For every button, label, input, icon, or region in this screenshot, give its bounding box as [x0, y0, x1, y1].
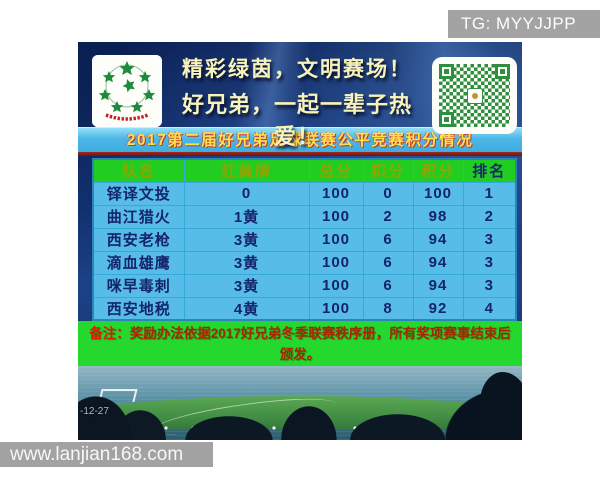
cell-rank: 4: [462, 296, 517, 321]
telegram-watermark: TG: MYYJJPP: [448, 10, 600, 38]
cell-total: 100: [308, 296, 364, 321]
cell-points: 94: [412, 227, 464, 252]
fan-silhouette: [480, 372, 522, 440]
cell-cards: 1黄: [183, 204, 310, 229]
cell-deduction: 0: [362, 181, 414, 206]
table-row: 西安老枪 3黄 100 6 94 3: [92, 227, 517, 252]
stadium-photo-strip: -12-27: [78, 366, 522, 440]
header-deduction: 扣分: [362, 158, 414, 183]
table-row: 滴血雄鹰 3黄 100 6 94 3: [92, 250, 517, 275]
cell-deduction: 2: [362, 204, 414, 229]
qr-finder-icon: [439, 64, 454, 79]
cell-team: 咪早毒刺: [92, 273, 185, 298]
note-text: 奖励办法依据2017好兄弟冬季联赛秩序册，所有奖项赛事结束后颁发。: [129, 326, 511, 362]
photo-date-fragment: -12-27: [80, 406, 109, 417]
cell-cards: 3黄: [183, 250, 310, 275]
website-watermark: www.lanjian168.com: [0, 442, 213, 467]
cell-points: 100: [412, 181, 464, 206]
poster-banner: 精彩绿茵，文明赛场！ 好兄弟，一起一辈子热爱！: [78, 42, 522, 149]
cell-rank: 3: [462, 250, 517, 275]
cell-rank: 2: [462, 204, 517, 229]
cell-total: 100: [308, 227, 364, 252]
qr-center-logo-icon: [466, 87, 483, 104]
header-team: 队名: [92, 158, 185, 183]
light-streak: [228, 42, 318, 127]
divider-strip: [78, 152, 522, 156]
qr-finder-icon: [495, 64, 510, 79]
cell-points: 98: [412, 204, 464, 229]
cell-points: 94: [412, 273, 464, 298]
crowd-silhouette: [78, 394, 522, 440]
cell-team: 铎译文投: [92, 181, 185, 206]
starball-icon: [92, 55, 162, 127]
league-poster-photo: 精彩绿茵，文明赛场！ 好兄弟，一起一辈子热爱！ 2017第二届好兄弟足球联赛公平…: [78, 42, 522, 440]
cell-points: 92: [412, 296, 464, 321]
cell-rank: 1: [462, 181, 517, 206]
cell-rank: 3: [462, 227, 517, 252]
note-prefix: 备注：: [89, 326, 130, 341]
header-cards: 红黄牌: [183, 158, 310, 183]
qr-code-icon: [432, 57, 517, 134]
table-row: 咪早毒刺 3黄 100 6 94 3: [92, 273, 517, 298]
table-row: 曲江猎火 1黄 100 2 98 2: [92, 204, 517, 229]
table-row: 西安地税 4黄 100 8 92 4: [92, 296, 517, 321]
header-total: 总分: [308, 158, 364, 183]
cell-points: 94: [412, 250, 464, 275]
club-badge-icon: [92, 55, 162, 127]
slogan-line-2: 好兄弟，一起一辈子热爱！: [181, 92, 412, 149]
cell-cards: 4黄: [183, 296, 310, 321]
cell-cards: 0: [183, 181, 310, 206]
table-header-row: 队名 红黄牌 总分 扣分 积分 排名: [92, 158, 517, 183]
header-rank: 排名: [462, 158, 517, 183]
cell-total: 100: [308, 273, 364, 298]
cell-deduction: 6: [362, 273, 414, 298]
cell-team: 滴血雄鹰: [92, 250, 185, 275]
cell-total: 100: [308, 204, 364, 229]
cell-team: 曲江猎火: [92, 204, 185, 229]
cell-cards: 3黄: [183, 273, 310, 298]
cell-rank: 3: [462, 273, 517, 298]
poster-slogan: 精彩绿茵，文明赛场！ 好兄弟，一起一辈子热爱！: [170, 53, 424, 151]
qr-finder-icon: [439, 112, 454, 127]
table-row: 铎译文投 0 100 0 100 1: [92, 181, 517, 206]
cell-cards: 3黄: [183, 227, 310, 252]
cell-total: 100: [308, 181, 364, 206]
cell-team: 西安地税: [92, 296, 185, 321]
cell-total: 100: [308, 250, 364, 275]
cell-deduction: 8: [362, 296, 414, 321]
cell-deduction: 6: [362, 227, 414, 252]
slogan-line-1: 精彩绿茵，文明赛场！: [182, 58, 412, 81]
poster-note: 备注：奖励办法依据2017好兄弟冬季联赛秩序册，所有奖项赛事结束后颁发。: [78, 321, 522, 366]
cell-team: 西安老枪: [92, 227, 185, 252]
standings-table: 队名 红黄牌 总分 扣分 积分 排名 铎译文投 0 100 0 100 1 曲江…: [92, 158, 517, 321]
cell-deduction: 6: [362, 250, 414, 275]
header-points: 积分: [412, 158, 464, 183]
